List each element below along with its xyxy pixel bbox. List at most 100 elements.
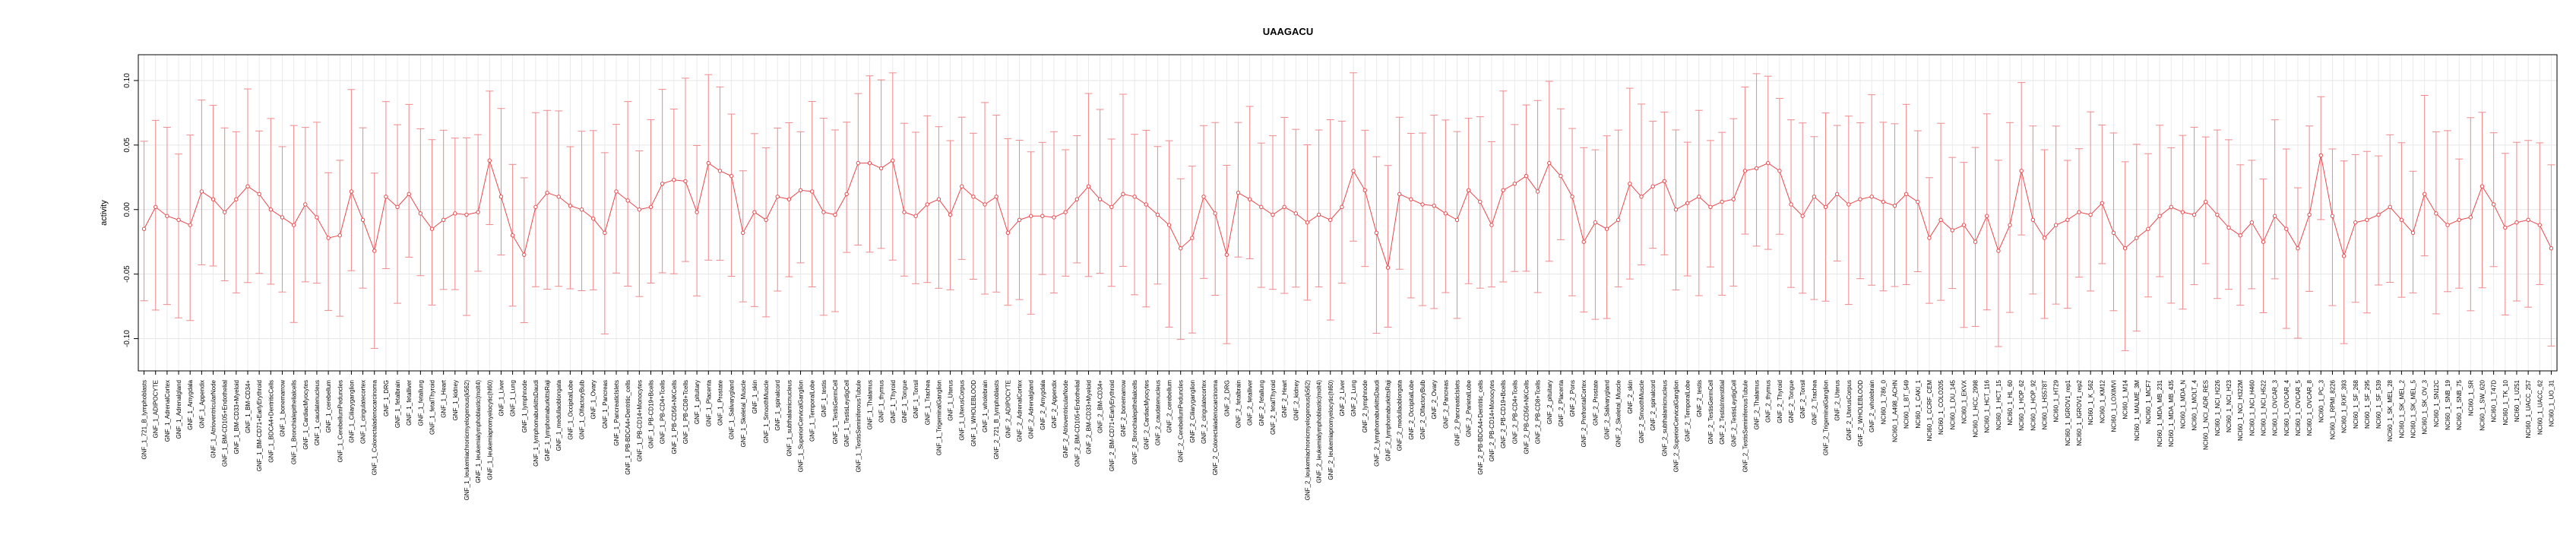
x-tick-label: NCI60_1_COLO205 [1938, 379, 1945, 435]
x-tick-label: GNF_2_PancreaticIslets [1454, 380, 1460, 446]
data-point [337, 233, 342, 238]
x-tick-label: GNF_2_PrefrontalCortex [1581, 380, 1587, 447]
data-point [1179, 245, 1183, 251]
x-tick-label: GNF_2_Thyroid [1777, 380, 1783, 423]
x-tick-label: GNF_2_caudatenucleus [1154, 380, 1161, 445]
x-tick-label: GNF_1_DRG [383, 380, 390, 416]
x-tick-label: GNF_1_leukemiapromyelocytic(hl60) [486, 380, 493, 480]
point-layer [141, 153, 2554, 270]
data-point [1766, 160, 1771, 166]
y-tick-label: -0.10 [123, 330, 131, 347]
data-point [1685, 201, 1690, 205]
x-tick-label: NCI60_1_MOLT_4 [2191, 379, 2198, 430]
x-tick-label: NCI60_1_HCT_116 [1984, 379, 1991, 432]
data-point [1305, 220, 1310, 225]
x-tick-label: NCI60_1_MALME_3M [2134, 380, 2141, 441]
data-point [349, 189, 354, 194]
data-point [614, 189, 619, 194]
x-tick-label: GNF_2_PB-CD19+Bcells [1500, 380, 1507, 448]
data-point [2376, 212, 2381, 217]
data-point [648, 204, 653, 210]
data-point [268, 207, 274, 212]
x-tick-label: GNF_1_Heart [441, 379, 448, 418]
x-tick-label: GNF_2_Thalamus [1754, 380, 1761, 429]
series-line-layer [144, 155, 2552, 268]
data-point [2318, 153, 2323, 158]
x-tick-label: GNF_1_Bronchialepithelialcells [291, 380, 298, 464]
x-tick-label: GNF_2_TrigeminalGanglion [1823, 380, 1830, 455]
x-tick-label: GNF_1_TestisGermCell [832, 380, 839, 445]
data-point [1017, 217, 1022, 223]
data-point [2249, 220, 2255, 225]
data-point [545, 190, 549, 195]
data-point [695, 210, 699, 214]
x-tick-label: NCI60_1_M14 [2122, 379, 2129, 419]
data-point [1074, 197, 1080, 201]
x-tick-label: NCI60_1_EKVX [1960, 379, 1967, 423]
data-point [936, 197, 941, 201]
x-tick-label: NCI60_1_MDA_N [2179, 380, 2186, 429]
data-point [1869, 195, 1874, 199]
x-tick-label: GNF_2_UterusCorpus [1846, 380, 1853, 441]
data-point [1213, 211, 1217, 216]
data-point [1121, 192, 1125, 197]
x-tick-label: GNF_1_leukemiachronicmyelogenous(k562) [464, 380, 470, 501]
data-point [717, 169, 723, 173]
x-tick-label: NCI60_1_HOP_62 [2018, 379, 2025, 430]
x-tick-label: GNF_1_pituitary [694, 380, 701, 424]
x-tick-label: GNF_1_spinalcord [774, 380, 781, 431]
data-point [2215, 212, 2220, 217]
x-tick-label: NCI60_1_OVCAR_8 [2306, 379, 2313, 435]
x-tick-label: GNF_2_fetalliver [1247, 380, 1254, 426]
x-tick-label: GNF_1_Trachea [924, 379, 931, 425]
x-tick-label: GNF_1_subthalamicnucleus [786, 380, 793, 457]
data-point [637, 207, 642, 212]
x-tick-label: GNF_1_cingulatecortex [360, 380, 367, 444]
x-tick-label: GNF_1_Tongue [901, 379, 908, 423]
x-tick-label: GNF_1_Ciliaryganglion [348, 380, 355, 443]
x-tick-label: GNF_2_Trachea [1811, 379, 1818, 425]
data-point [1720, 199, 1724, 204]
data-point [2296, 245, 2300, 251]
x-tick-label: NCI60_1_U251 [2514, 379, 2521, 422]
data-point [1639, 195, 1644, 199]
x-tick-label: GNF_2_Uterus [1834, 380, 1841, 421]
x-tick-label: NCI60_1_SK_MEL_2 [2398, 379, 2405, 438]
x-tick-label: GNF_2_TestisInterstitial [1719, 380, 1726, 445]
x-tick-label: GNF_1_AtrioventricularNode [210, 379, 217, 458]
data-point [2169, 204, 2173, 210]
x-tick-label: NCI60_1_UACC_257 [2525, 379, 2532, 438]
data-point [1293, 211, 1298, 216]
x-tick-label: GNF_2_thymus [1765, 380, 1772, 423]
x-tick-label: GNF_2_leukemiachronicmyelogenous(k562) [1304, 380, 1311, 501]
x-tick-label: GNF_1_CardiacMyocytes [302, 380, 309, 450]
x-tick-label: GNF_1_TestisSeminiferousTubule [855, 379, 862, 472]
x-tick-label: GNF_1_Skeletal_Muscle [740, 379, 747, 447]
x-tick-label: GNF_2_Ciliaryganglion [1189, 380, 1196, 443]
data-point [1650, 184, 1655, 188]
x-tick-label: GNF_1_Placenta [705, 379, 712, 426]
data-point [1662, 179, 1667, 184]
x-tick-label: GNF_1_Colorectaladenocarcinoma [372, 379, 378, 475]
x-tick-label: GNF_2_fetalThyroid [1270, 380, 1277, 435]
data-point [2422, 192, 2427, 197]
data-point [752, 210, 757, 214]
data-point [153, 204, 158, 210]
data-point [476, 210, 480, 214]
x-tick-label: GNF_1_PB-CD56+NKCells [671, 380, 678, 454]
data-point [2537, 223, 2542, 227]
x-tick-label: GNF_2_Adrenalgland [1028, 380, 1035, 439]
y-axis-label: activity [100, 200, 109, 226]
data-point [2434, 211, 2438, 216]
x-tick-label: NCI60_1_RPMI_8226 [2329, 379, 2336, 439]
data-point [786, 197, 792, 201]
data-point [1973, 239, 1978, 244]
x-tick-label: GNF_1_ADIPOCYTE [153, 380, 160, 438]
x-tick-label: GNF_1_OccipitalLobe [567, 379, 574, 439]
x-tick-label: NCI60_1_SK_MEL_5 [2410, 379, 2417, 438]
data-point [1789, 202, 1793, 207]
data-point [1432, 203, 1436, 208]
data-point [1259, 204, 1264, 210]
x-tick-label: GNF_1_PancreaticIslets [613, 380, 620, 446]
